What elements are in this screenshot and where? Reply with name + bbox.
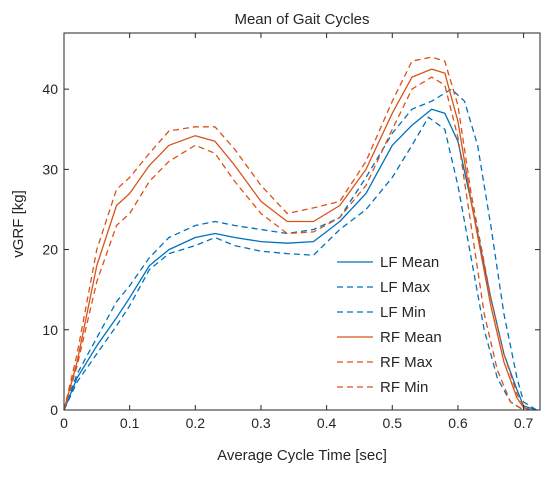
x-tick-label: 0.4 (317, 415, 337, 431)
legend-label-lf-min: LF Min (380, 304, 426, 321)
y-tick-label: 20 (42, 242, 58, 258)
series-line-lf-min (63, 116, 524, 411)
x-tick-label: 0.3 (251, 415, 271, 431)
legend-label-lf-max: LF Max (380, 279, 431, 296)
series-line-rf-mean (63, 68, 531, 411)
series-layer (63, 56, 538, 411)
y-axis-label: vGRF [kg] (10, 190, 27, 258)
tick-layer: 0 0.1 0.2 0.3 0.4 0.5 0.6 0.7 0 10 20 30 40 (42, 33, 540, 431)
series-line-lf-mean (63, 108, 537, 411)
legend-label-rf-min: RF Min (380, 379, 428, 396)
legend-label-rf-mean: RF Mean (380, 329, 442, 346)
y-tick-label: 30 (42, 161, 58, 177)
x-tick-label: 0.6 (448, 415, 468, 431)
plot-area-frame (63, 32, 541, 411)
series-line-rf-max (63, 56, 531, 411)
x-tick-label: 0.2 (186, 415, 206, 431)
x-tick-label: 0 (60, 415, 68, 431)
y-tick-label: 0 (50, 402, 58, 418)
legend-label-rf-max: RF Max (380, 354, 433, 371)
chart-title: Mean of Gait Cycles (234, 11, 369, 28)
x-tick-label: 0.7 (514, 415, 534, 431)
y-tick-label: 40 (42, 81, 58, 97)
series-line-rf-min (63, 76, 524, 411)
y-tick-label: 10 (42, 322, 58, 338)
x-axis-label: Average Cycle Time [sec] (217, 447, 387, 464)
x-tick-label: 0.5 (383, 415, 403, 431)
legend-label-lf-mean: LF Mean (380, 254, 439, 271)
legend: LF Mean LF Max LF Min RF Mean RF Max RF Min (337, 254, 442, 396)
x-tick-label: 0.1 (120, 415, 140, 431)
